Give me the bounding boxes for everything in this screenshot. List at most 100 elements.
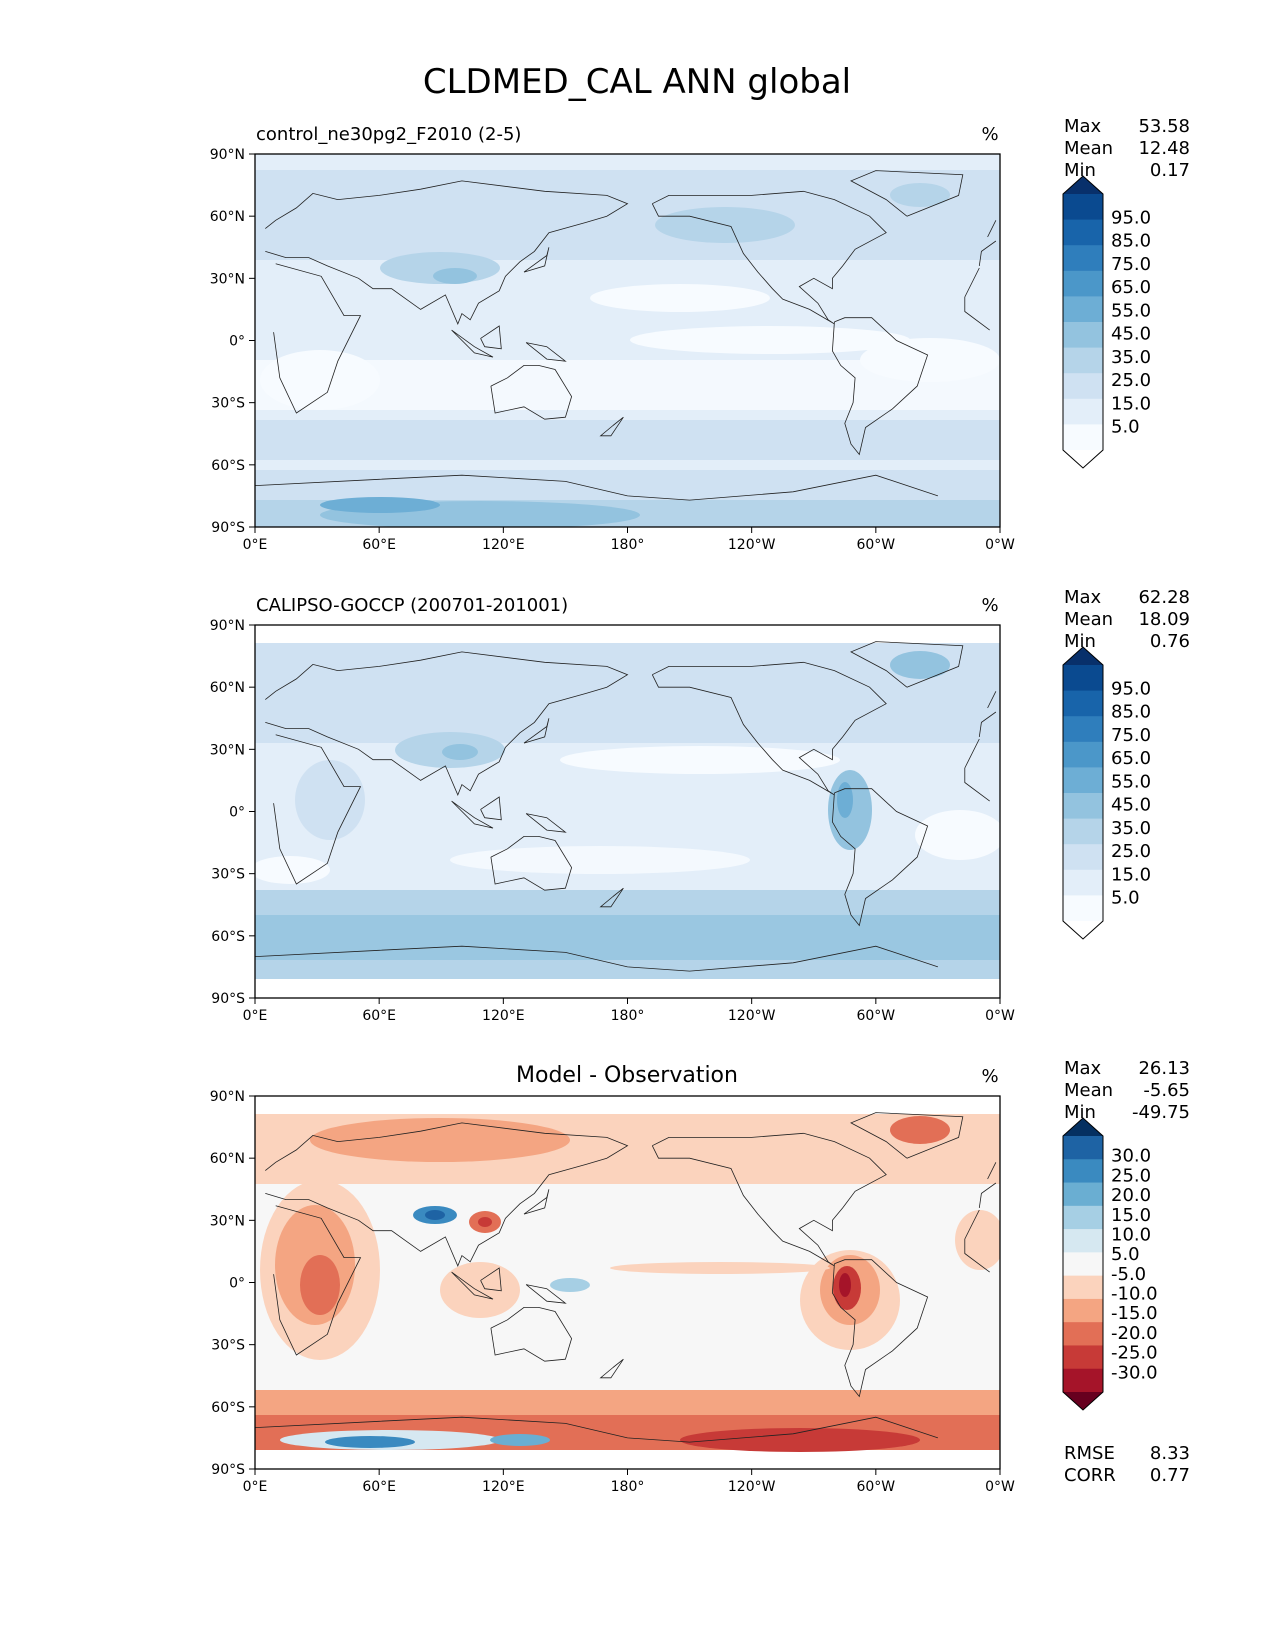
lon-tick-label: 180° [611, 1479, 645, 1495]
coastline [480, 796, 502, 821]
coastline [850, 1112, 964, 1159]
lon-tick-label: 0°E [243, 537, 268, 553]
colorbar-segment [1063, 373, 1103, 400]
stat-label: Mean [1064, 138, 1113, 159]
coastlines [255, 1112, 997, 1443]
colorbar-segment [1063, 767, 1103, 794]
coastline [265, 651, 997, 796]
coastlines [255, 170, 997, 501]
lat-tick-label: 90°N [210, 1089, 245, 1105]
colorbar-label: 25.0 [1111, 370, 1151, 391]
lat-tick-label: 60°S [211, 1400, 245, 1416]
coastline [523, 718, 550, 744]
colorbar-extend-top [1063, 647, 1103, 665]
coastline [451, 800, 494, 829]
colorbar-segment [1063, 245, 1103, 272]
figure-title: CLDMED_CAL ANN global [423, 62, 851, 102]
colorbar-segment [1063, 1322, 1103, 1347]
coastline [987, 1162, 997, 1180]
colorbar-segment [1063, 1182, 1103, 1207]
colorbar-label: 35.0 [1111, 347, 1151, 368]
stat-label: Mean [1064, 1080, 1113, 1101]
coastline [599, 416, 624, 437]
colorbar-extend-bottom [1063, 1392, 1103, 1410]
colorbar-label: -25.0 [1111, 1343, 1158, 1364]
stat-value: -49.75 [1132, 1102, 1190, 1123]
coastline [273, 1205, 990, 1356]
colorbar-label: -5.0 [1111, 1264, 1146, 1285]
colorbar-segment [1063, 818, 1103, 845]
colorbar-label: 5.0 [1111, 1244, 1140, 1265]
coastline [831, 1259, 929, 1398]
coastline [651, 661, 887, 796]
colorbar-extend-top [1063, 176, 1103, 194]
lat-tick-label: 0° [229, 1276, 245, 1292]
lon-tick-label: 60°W [856, 1479, 895, 1495]
colorbar-segment [1063, 690, 1103, 717]
colorbar-segment [1063, 296, 1103, 323]
coastline [831, 788, 929, 927]
colorbar-segment [1063, 1298, 1103, 1323]
lon-tick-label: 0°E [243, 1008, 268, 1024]
colorbar-segment [1063, 1136, 1103, 1160]
lon-tick-label: 120°W [728, 537, 776, 553]
contour-fill [255, 643, 1000, 979]
coastline [651, 190, 887, 325]
coastline [490, 836, 573, 891]
colorbar-segment [1063, 1275, 1103, 1300]
stat-value: 18.09 [1138, 609, 1190, 630]
lon-tick-label: 60°E [362, 1479, 396, 1495]
colorbar-segment [1063, 219, 1103, 246]
coastline [850, 641, 964, 688]
lon-tick-label: 0°W [985, 1008, 1015, 1024]
colorbar-segment [1063, 1205, 1103, 1230]
colorbar: 95.0 85.075.065.055.0 45.035.025.0 15.05.0 [1062, 646, 1151, 940]
colorbar-segment [1063, 1252, 1103, 1277]
stat-label: CORR [1064, 1465, 1116, 1486]
colorbar: 95.0 85.075.065.055.0 45.035.025.0 15.05.0 [1062, 175, 1151, 469]
panel-model: 90°N 60°N 30°N 0° 30°S 60°S 90°S 0°E 60°E 120°E 1… [210, 116, 1190, 553]
coastline [525, 1284, 567, 1304]
coastline [490, 1307, 573, 1362]
coastline [525, 813, 567, 833]
colorbar-segment [1063, 398, 1103, 425]
coastline [273, 263, 990, 414]
lon-tick-label: 180° [611, 1008, 645, 1024]
lon-tick-label: 120°W [728, 1479, 776, 1495]
lat-tick-label: 60°N [210, 1151, 245, 1167]
stat-value: 0.77 [1150, 1465, 1190, 1486]
stat-value: -5.65 [1143, 1080, 1190, 1101]
stat-value: 53.58 [1138, 116, 1190, 137]
panel-units: % [981, 124, 998, 145]
colorbar-label: 35.0 [1111, 818, 1151, 839]
colorbar-segment [1063, 1368, 1103, 1393]
colorbar-extend-bottom [1063, 921, 1103, 939]
panel-title-left: CALIPSO-GOCCP (200701-201001) [256, 595, 568, 616]
lon-tick-label: 60°E [362, 1008, 396, 1024]
lon-tick-label: 0°W [985, 537, 1015, 553]
colorbar-label: 85.0 [1111, 702, 1151, 723]
lat-tick-label: 0° [229, 805, 245, 821]
coastline [265, 180, 997, 325]
colorbar-label: 10.0 [1111, 1225, 1151, 1246]
lon-tick-label: 60°E [362, 537, 396, 553]
colorbar-segment [1063, 1159, 1103, 1184]
colorbar-label: 95.0 [1111, 207, 1151, 228]
colorbar-extend-top [1063, 1118, 1103, 1136]
coastline [490, 365, 573, 420]
colorbar-label: 45.0 [1111, 324, 1151, 345]
coastline [525, 342, 567, 362]
coastline [599, 887, 624, 908]
lat-tick-label: 90°S [211, 520, 245, 536]
colorbar-label: 25.0 [1111, 841, 1151, 862]
contour-fill [255, 1114, 1000, 1452]
colorbar-segment [1063, 1229, 1103, 1253]
lat-tick-label: 30°N [210, 1213, 245, 1229]
stat-label: Max [1064, 1058, 1102, 1079]
colorbar-label: 55.0 [1111, 771, 1151, 792]
coastlines [255, 641, 997, 972]
colorbar-label: 45.0 [1111, 795, 1151, 816]
colorbar: 30.025.020.015.010.05.0-5.0-10.0-15.0-20… [1062, 1117, 1158, 1411]
lon-tick-label: 180° [611, 537, 645, 553]
coastline [850, 170, 964, 217]
